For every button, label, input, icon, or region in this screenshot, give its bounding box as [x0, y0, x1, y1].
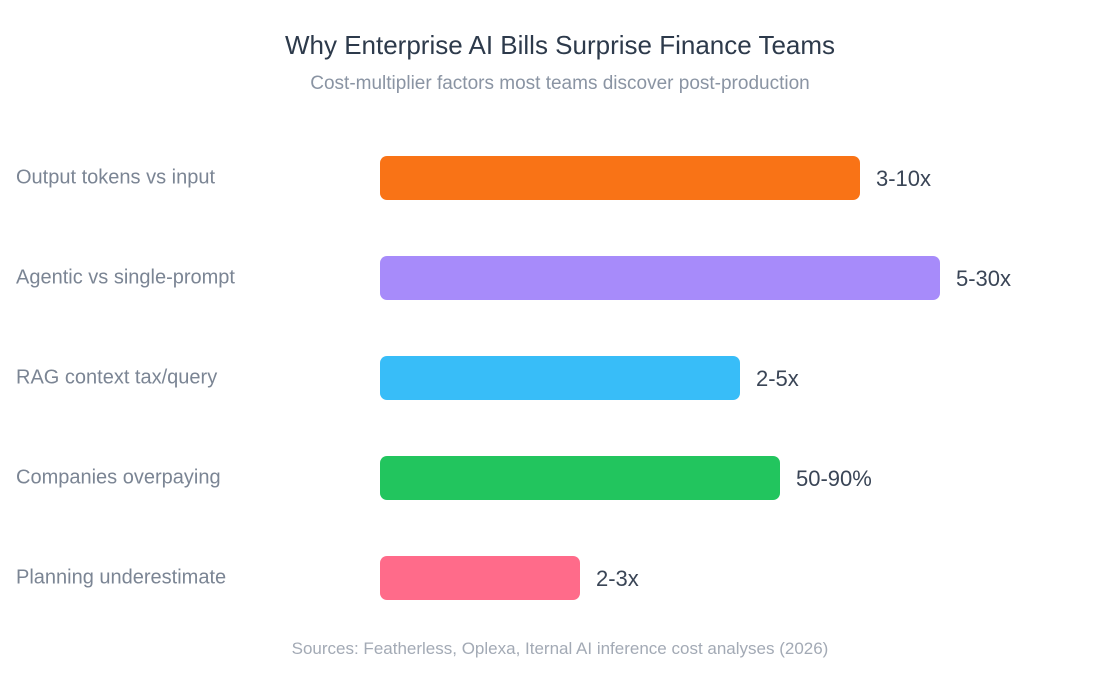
category-label: Agentic vs single-prompt [16, 266, 235, 288]
bar [380, 356, 740, 400]
chart-title: Why Enterprise AI Bills Surprise Finance… [284, 30, 836, 60]
source-note: Sources: Featherless, Oplexa, Iternal AI… [291, 639, 829, 658]
bar [380, 456, 780, 500]
bar [380, 156, 860, 200]
category-label: Companies overpaying [16, 466, 221, 488]
category-label: Output tokens vs input [16, 166, 215, 188]
bar [380, 256, 940, 300]
value-label: 2-5x [756, 366, 799, 391]
category-label: Planning underestimate [16, 566, 226, 588]
value-label: 2-3x [596, 566, 639, 591]
value-label: 5-30x [956, 266, 1011, 291]
category-label: RAG context tax/query [16, 366, 217, 388]
value-label: 50-90% [796, 466, 872, 491]
bar [380, 556, 580, 600]
chart-subtitle: Cost-multiplier factors most teams disco… [310, 73, 810, 94]
value-label: 3-10x [876, 166, 931, 191]
